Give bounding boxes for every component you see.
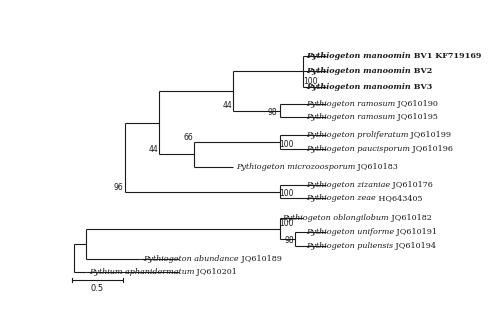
Text: Pythiogeton ramosum: Pythiogeton ramosum xyxy=(306,100,395,108)
Text: JQ610183: JQ610183 xyxy=(356,163,399,171)
Text: JQ610196: JQ610196 xyxy=(410,145,453,154)
Text: Pythiogeton paucisporum: Pythiogeton paucisporum xyxy=(306,145,410,154)
Text: JQ610194: JQ610194 xyxy=(393,242,436,250)
Text: Pythiogeton proliferatum: Pythiogeton proliferatum xyxy=(306,131,408,139)
Text: Pythiogeton manoomin: Pythiogeton manoomin xyxy=(306,67,410,75)
Text: JQ610189: JQ610189 xyxy=(238,255,282,263)
Text: 100: 100 xyxy=(304,77,318,86)
Text: Pythiogeton manoomin: Pythiogeton manoomin xyxy=(306,83,410,91)
Text: Pythiogeton oblongilobum: Pythiogeton oblongilobum xyxy=(282,214,389,222)
Text: 100: 100 xyxy=(278,219,293,228)
Text: Pythiogeton puliensis: Pythiogeton puliensis xyxy=(306,242,393,250)
Text: BV2: BV2 xyxy=(410,67,432,75)
Text: 44: 44 xyxy=(149,145,158,155)
Text: HQ643405: HQ643405 xyxy=(376,194,422,203)
Text: 66: 66 xyxy=(184,133,194,142)
Text: JQ610195: JQ610195 xyxy=(395,113,438,121)
Text: Pythiogeton zeae: Pythiogeton zeae xyxy=(306,194,376,203)
Text: BV1 KF719169: BV1 KF719169 xyxy=(410,52,481,60)
Text: Pythiogeton manoomin: Pythiogeton manoomin xyxy=(306,52,410,60)
Text: 98: 98 xyxy=(284,236,294,245)
Text: JQ610201: JQ610201 xyxy=(194,268,237,276)
Text: JQ610199: JQ610199 xyxy=(408,131,452,139)
Text: Pythium aphanidermatum: Pythium aphanidermatum xyxy=(89,268,194,276)
Text: 96: 96 xyxy=(114,183,124,192)
Text: 44: 44 xyxy=(222,101,232,110)
Text: BV3: BV3 xyxy=(410,83,432,91)
Text: Pythiogeton abundance: Pythiogeton abundance xyxy=(143,255,238,263)
Text: 100: 100 xyxy=(278,189,293,198)
Text: Pythiogeton ramosum: Pythiogeton ramosum xyxy=(306,113,395,121)
Text: Pythiogeton microzoosporum: Pythiogeton microzoosporum xyxy=(236,163,356,171)
Text: JQ610190: JQ610190 xyxy=(395,100,438,108)
Text: Pythiogeton zizaniae: Pythiogeton zizaniae xyxy=(306,181,390,189)
Text: 0.5: 0.5 xyxy=(91,284,104,294)
Text: JQ610176: JQ610176 xyxy=(390,181,433,189)
Text: JQ610191: JQ610191 xyxy=(394,228,437,236)
Text: 100: 100 xyxy=(278,140,293,149)
Text: 98: 98 xyxy=(268,107,278,117)
Text: Pythiogeton uniforme: Pythiogeton uniforme xyxy=(306,228,394,236)
Text: JQ610182: JQ610182 xyxy=(389,214,432,222)
